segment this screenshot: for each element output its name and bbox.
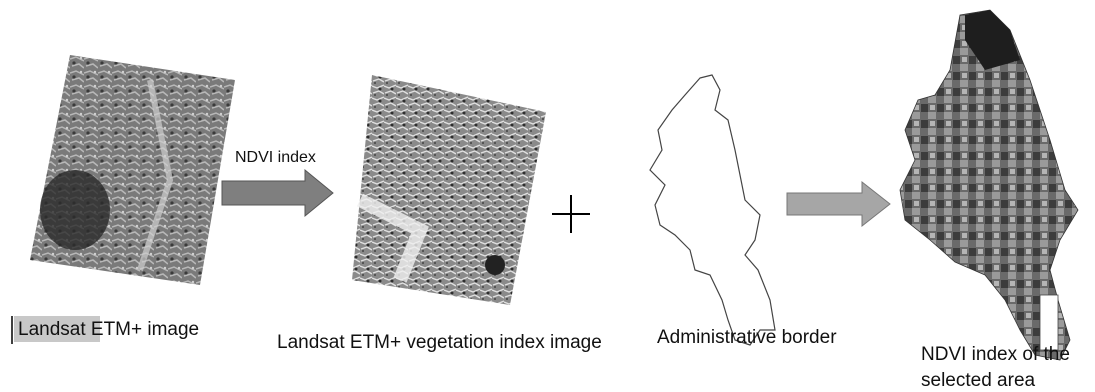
arrow-label: NDVI index [235, 149, 316, 166]
vegetation-index-image [352, 75, 546, 305]
step-label: Landsat ETM+ image [18, 319, 199, 340]
step-label: Administrative border [657, 327, 837, 348]
step-label: selected area [921, 370, 1036, 391]
step-label: Landsat ETM+ vegetation index image [277, 332, 602, 353]
arrow [787, 182, 890, 226]
step-label: NDVI index of the [921, 344, 1070, 365]
border-outline [650, 75, 775, 345]
arrow [222, 170, 333, 216]
plus-sign [552, 195, 590, 233]
landsat-image [30, 55, 235, 285]
diagram: NDVI index Landsat ETM+ image Landsat ET… [0, 0, 1095, 392]
ndvi-map [900, 10, 1078, 360]
